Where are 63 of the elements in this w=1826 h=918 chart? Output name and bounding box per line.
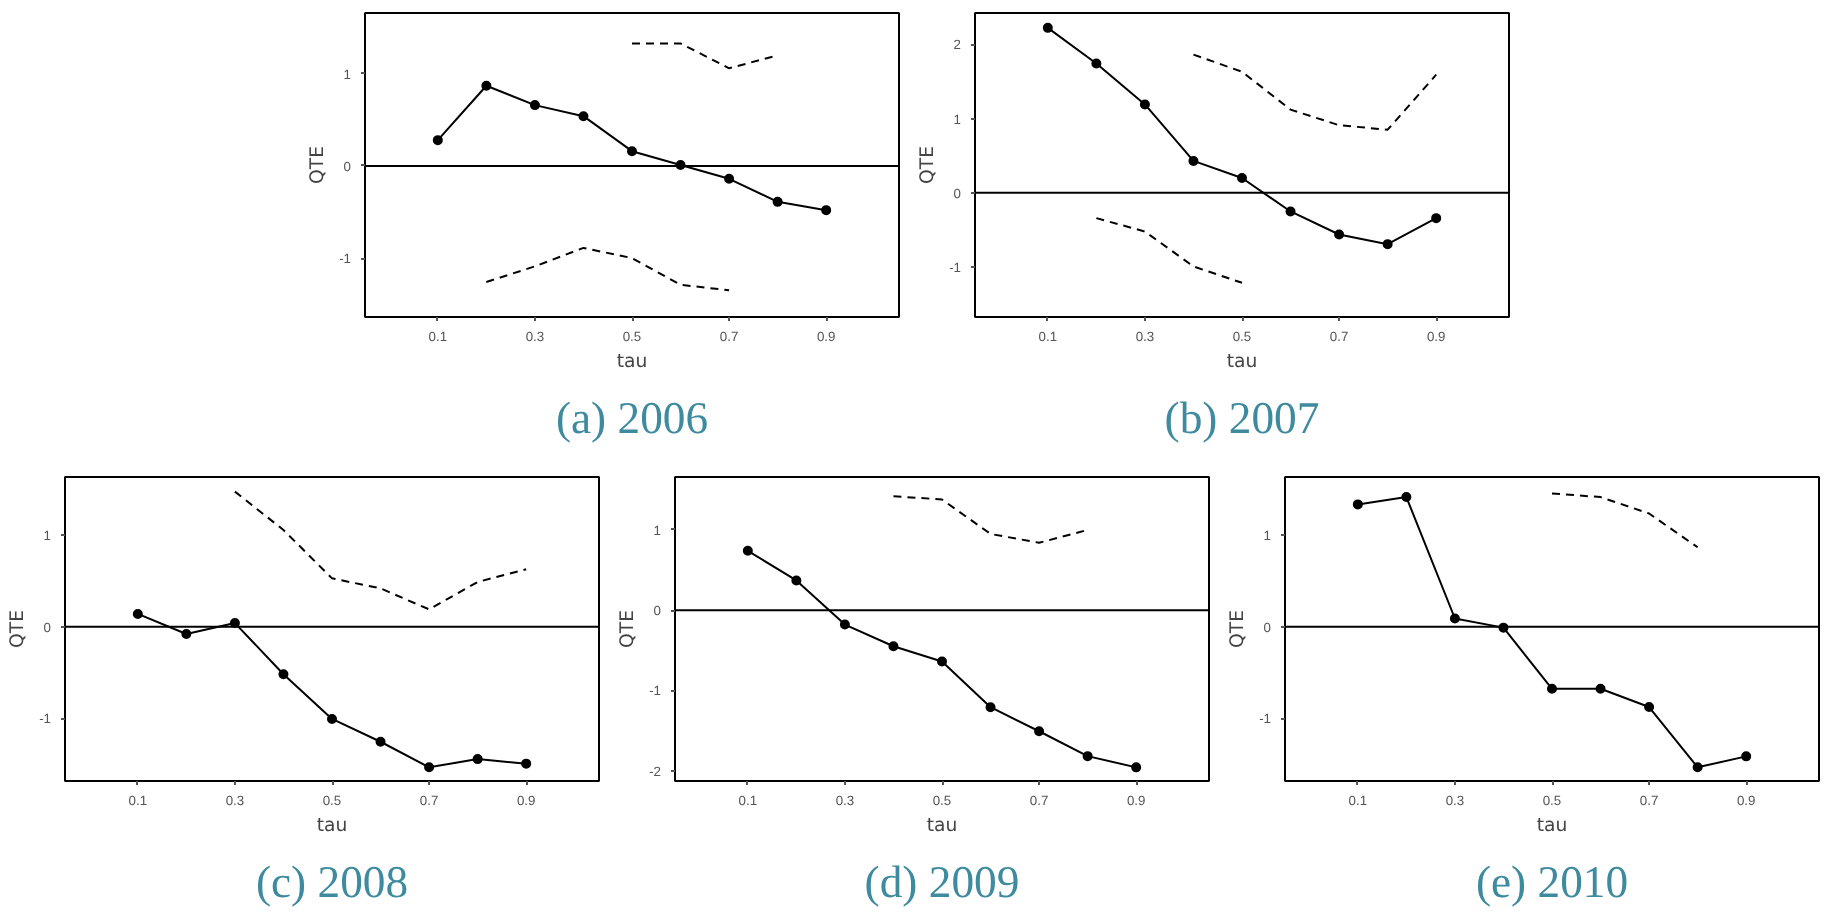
- point: [985, 702, 996, 713]
- line-series: [233, 490, 528, 611]
- point: [278, 669, 289, 680]
- line-series: [892, 495, 1089, 544]
- point: [1139, 99, 1150, 110]
- point: [742, 545, 753, 556]
- line-series: [485, 246, 731, 292]
- line-series: [1551, 492, 1699, 549]
- point: [132, 608, 143, 619]
- point: [1692, 762, 1703, 773]
- line-series: [1192, 53, 1438, 131]
- x-axis-title: tau: [926, 815, 958, 837]
- point: [821, 205, 832, 216]
- point: [1237, 173, 1247, 183]
- text: (a) 2006: [555, 393, 709, 443]
- point: [472, 754, 483, 765]
- point: [1091, 58, 1102, 69]
- text: (d) 2009: [864, 857, 1020, 907]
- point: [481, 80, 492, 91]
- point: [1188, 155, 1199, 166]
- y-axis-title: QTE: [617, 609, 640, 648]
- point: [1644, 702, 1655, 713]
- point: [724, 173, 735, 184]
- point: [1547, 683, 1557, 694]
- point: [937, 656, 947, 667]
- point: [627, 146, 637, 157]
- text: (e) 2010: [1475, 857, 1629, 907]
- y-axis-title: QTE: [7, 609, 30, 648]
- point: [1334, 229, 1345, 240]
- y-axis-title: QTE: [1227, 609, 1250, 648]
- point: [1741, 751, 1752, 762]
- x-axis-title: tau: [1536, 815, 1568, 837]
- point: [1352, 499, 1363, 510]
- point: [1401, 492, 1412, 503]
- point: [327, 713, 337, 724]
- point: [1082, 751, 1093, 762]
- point: [791, 575, 802, 586]
- y-axis-title: QTE: [917, 145, 940, 184]
- point: [839, 619, 850, 630]
- line-series: [1095, 217, 1243, 284]
- point: [1042, 22, 1053, 33]
- y-axis-title: QTE: [307, 145, 330, 184]
- text: (c) 2008: [255, 857, 409, 907]
- text: (b) 2007: [1164, 393, 1320, 443]
- point: [521, 758, 532, 769]
- point: [1131, 762, 1142, 773]
- point: [181, 629, 192, 640]
- point: [578, 111, 589, 122]
- point: [529, 100, 540, 111]
- point: [772, 196, 783, 207]
- x-axis-title: tau: [616, 351, 648, 373]
- point: [1449, 613, 1460, 624]
- point: [424, 762, 435, 773]
- point: [1382, 239, 1393, 250]
- x-axis-title: tau: [1226, 351, 1258, 373]
- point: [1285, 206, 1296, 217]
- point: [1034, 726, 1045, 737]
- point: [432, 135, 443, 146]
- point: [1595, 683, 1606, 694]
- x-axis-title: tau: [316, 815, 348, 837]
- point: [1431, 213, 1442, 224]
- point: [375, 736, 386, 747]
- point: [888, 641, 899, 652]
